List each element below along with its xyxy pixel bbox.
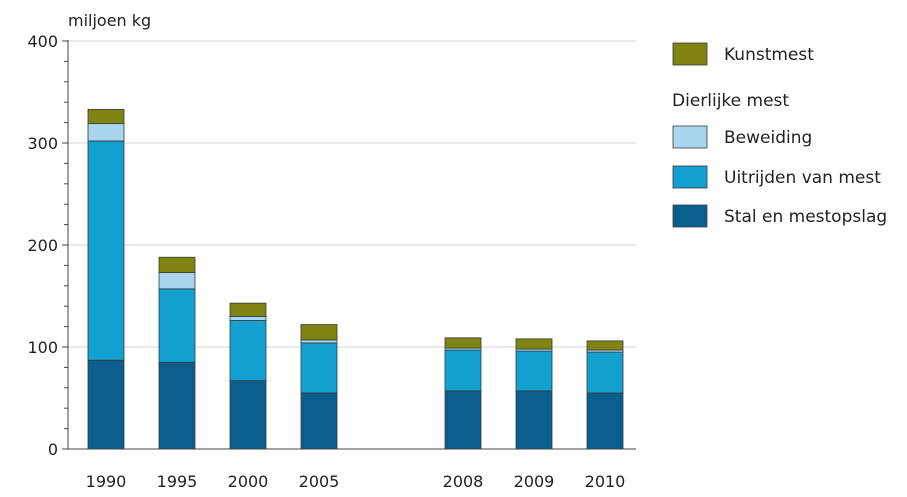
y-tick-label-0: 0 (48, 440, 58, 459)
bar-2009-kunstmest (515, 338, 553, 350)
legend-swatch-stal-en-mestopslag (672, 204, 708, 228)
axes: 0 100 200 300 400 1990 1995 2000 2005 2008 2009 201… (27, 32, 636, 491)
grid-lines (68, 40, 636, 348)
bars (87, 108, 624, 450)
bar-1990-stal-en-mestopslag (87, 359, 125, 450)
legend: Kunstmest Dierlijke mest Beweiding Uitrijde… (672, 42, 887, 228)
bar-1990-beweiding (87, 123, 125, 142)
bar-2008-uitrijden-van-mest (444, 349, 482, 392)
bar-1995-kunstmest (158, 256, 196, 273)
bar-2000-stal-en-mestopslag (229, 380, 267, 450)
y-axis-label: miljoen kg (68, 11, 151, 30)
bar-2010-uitrijden-van-mest (586, 351, 624, 394)
bar-2010-stal-en-mestopslag (586, 392, 624, 450)
bar-2010-kunstmest (586, 340, 624, 351)
y-tick-label-200: 200 (27, 236, 58, 255)
bar-2008-kunstmest (444, 337, 482, 349)
legend-swatch-kunstmest (672, 42, 708, 66)
bar-2009-uitrijden-van-mest (515, 350, 553, 392)
y-tick-label-100: 100 (27, 338, 58, 357)
legend-label-kunstmest: Kunstmest (724, 45, 814, 65)
bar-2000-beweiding (229, 315, 267, 321)
legend-label-beweiding: Beweiding (724, 128, 812, 148)
bar-1995-beweiding (158, 272, 196, 290)
legend-swatch-uitrijden-van-mest (672, 165, 708, 189)
x-tick-label-2005: 2005 (299, 472, 340, 491)
x-tick-label-2010: 2010 (585, 472, 626, 491)
x-tick-label-2009: 2009 (514, 472, 555, 491)
bar-2000-kunstmest (229, 302, 267, 317)
y-tick-label-400: 400 (27, 32, 58, 51)
legend-swatch-beweiding (672, 125, 708, 149)
bar-1990-uitrijden-van-mest (87, 140, 125, 361)
x-tick-label-1990: 1990 (86, 472, 127, 491)
bar-2000-uitrijden-van-mest (229, 320, 267, 382)
bar-1995-stal-en-mestopslag (158, 361, 196, 450)
x-tick-label-1995: 1995 (157, 472, 198, 491)
x-tick-label-2000: 2000 (228, 472, 269, 491)
x-tick-label-2008: 2008 (443, 472, 484, 491)
legend-group-title: Dierlijke mest (672, 91, 789, 111)
bar-2008-stal-en-mestopslag (444, 390, 482, 450)
y-tick-label-300: 300 (27, 134, 58, 153)
bar-1990-kunstmest (87, 108, 125, 125)
legend-label-uitrijden-van-mest: Uitrijden van mest (724, 168, 881, 188)
bar-2005-stal-en-mestopslag (300, 392, 338, 450)
legend-label-stal-en-mestopslag: Stal en mestopslag (724, 207, 887, 227)
bar-2005-kunstmest (300, 324, 338, 341)
bar-2009-stal-en-mestopslag (515, 390, 553, 450)
bar-1995-uitrijden-van-mest (158, 288, 196, 363)
bar-2005-beweiding (300, 339, 338, 344)
bar-2005-uitrijden-van-mest (300, 342, 338, 394)
